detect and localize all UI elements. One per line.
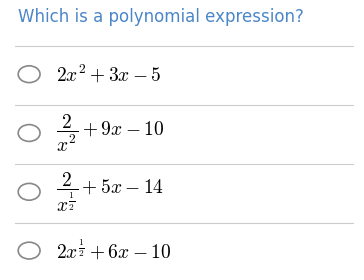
Text: Which is a polynomial expression?: Which is a polynomial expression? <box>18 8 304 26</box>
Text: $\dfrac{2}{x^2} + 9x - 10$: $\dfrac{2}{x^2} + 9x - 10$ <box>56 112 165 154</box>
Text: $\dfrac{2}{x^{\frac{1}{2}}} + 5x - 14$: $\dfrac{2}{x^{\frac{1}{2}}} + 5x - 14$ <box>56 170 165 214</box>
Text: $2x^2 + 3x - 5$: $2x^2 + 3x - 5$ <box>56 63 162 85</box>
Text: $2x^{\frac{1}{2}} + 6x - 10$: $2x^{\frac{1}{2}} + 6x - 10$ <box>56 238 172 263</box>
